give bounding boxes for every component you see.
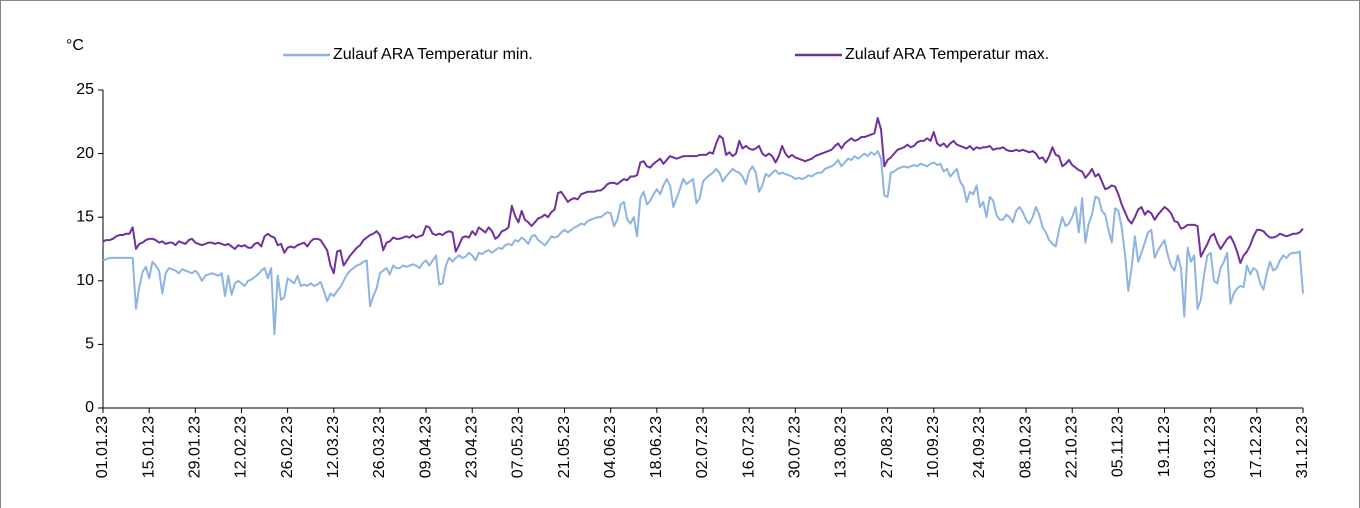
x-tick-label: 12.03.23 bbox=[325, 416, 342, 478]
y-tick-label: 20 bbox=[76, 145, 94, 162]
x-tick-label: 08.10.23 bbox=[1017, 416, 1034, 478]
x-tick-label: 09.04.23 bbox=[417, 416, 434, 478]
x-tick-label: 21.05.23 bbox=[556, 416, 573, 478]
y-tick-label: 10 bbox=[76, 272, 94, 289]
y-axis-label: °C bbox=[66, 37, 84, 54]
legend-label: Zulauf ARA Temperatur min. bbox=[333, 46, 533, 63]
x-tick-label: 02.07.23 bbox=[694, 416, 711, 478]
x-tick-label: 17.12.23 bbox=[1248, 416, 1265, 478]
x-tick-label: 07.05.23 bbox=[510, 416, 527, 478]
y-tick-label: 5 bbox=[85, 336, 94, 353]
x-tick-label: 13.08.23 bbox=[833, 416, 850, 478]
x-tick-label: 18.06.23 bbox=[648, 416, 665, 478]
series-line bbox=[102, 150, 1304, 336]
x-tick-label: 03.12.23 bbox=[1202, 416, 1219, 478]
x-tick-label: 23.04.23 bbox=[463, 416, 480, 478]
y-tick-label: 25 bbox=[76, 81, 94, 98]
x-tick-label: 31.12.23 bbox=[1294, 416, 1311, 478]
legend-label: Zulauf ARA Temperatur max. bbox=[845, 46, 1049, 63]
x-tick-label: 04.06.23 bbox=[602, 416, 619, 478]
x-tick-label: 16.07.23 bbox=[740, 416, 757, 478]
y-tick-label: 0 bbox=[85, 399, 94, 416]
x-tick-label: 26.02.23 bbox=[279, 416, 296, 478]
x-tick-label: 05.11.23 bbox=[1110, 416, 1127, 477]
x-tick-label: 29.01.23 bbox=[187, 416, 204, 478]
x-tick-label: 30.07.23 bbox=[787, 416, 804, 478]
x-tick-label: 10.09.23 bbox=[925, 416, 942, 478]
x-tick-label: 15.01.23 bbox=[140, 416, 157, 478]
x-tick-label: 26.03.23 bbox=[371, 416, 388, 478]
x-tick-label: 24.09.23 bbox=[971, 416, 988, 478]
x-tick-label: 27.08.23 bbox=[879, 416, 896, 478]
y-tick-label: 15 bbox=[76, 208, 94, 225]
series-line bbox=[102, 116, 1304, 275]
x-tick-label: 22.10.23 bbox=[1063, 416, 1080, 478]
x-tick-label: 12.02.23 bbox=[233, 416, 250, 478]
x-tick-label: 19.11.23 bbox=[1156, 416, 1173, 477]
x-tick-label: 01.01.23 bbox=[94, 416, 111, 478]
